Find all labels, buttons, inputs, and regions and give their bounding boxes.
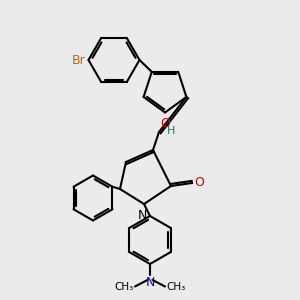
Text: H: H [167,125,175,136]
Text: CH₃: CH₃ [167,281,186,292]
Text: Br: Br [72,53,86,67]
Text: O: O [194,176,204,190]
Text: CH₃: CH₃ [114,281,134,292]
Text: O: O [160,117,170,130]
Text: N: N [145,276,155,289]
Text: N: N [138,209,147,222]
